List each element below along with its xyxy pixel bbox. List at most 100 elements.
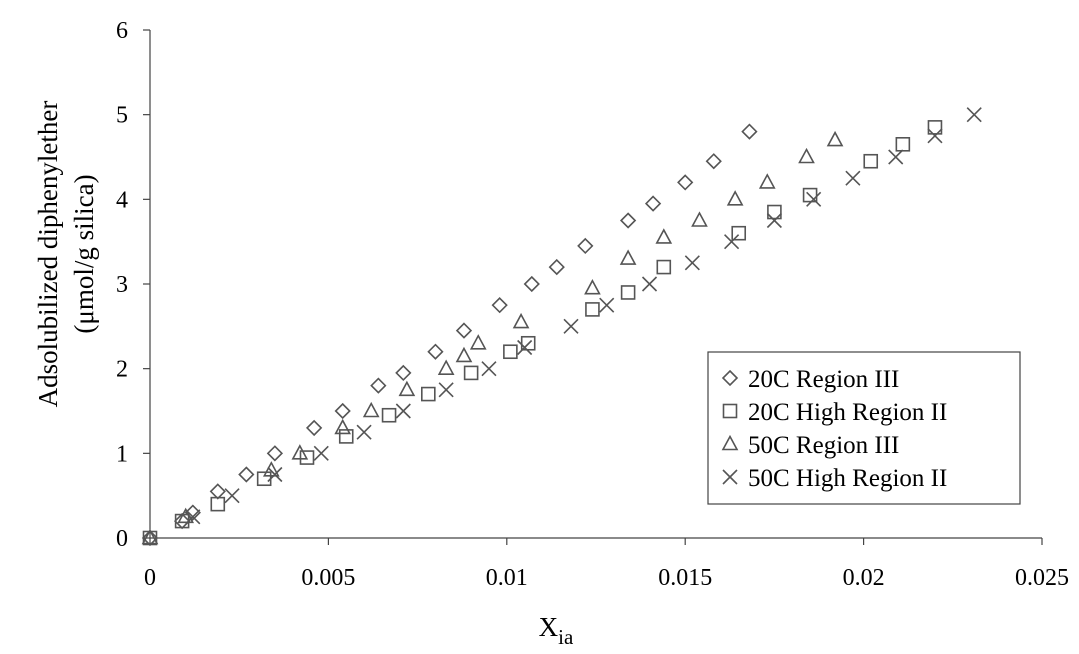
data-points xyxy=(141,107,982,547)
x-tick-label: 0.02 xyxy=(843,565,885,591)
data-point xyxy=(370,377,387,394)
data-point xyxy=(766,212,782,229)
y-tick-label: 5 xyxy=(116,103,128,129)
data-point xyxy=(305,419,323,437)
data-point xyxy=(520,335,536,351)
data-point xyxy=(438,382,454,398)
data-point xyxy=(826,130,844,147)
data-point xyxy=(731,225,747,241)
data-point xyxy=(619,249,637,265)
data-point xyxy=(548,258,565,276)
x-tick-label: 0 xyxy=(144,565,156,591)
data-point xyxy=(398,380,416,397)
data-point xyxy=(238,466,255,483)
data-point xyxy=(585,302,600,317)
data-point xyxy=(705,153,722,170)
data-point xyxy=(262,461,280,477)
data-point xyxy=(299,450,315,465)
data-point xyxy=(381,407,397,423)
data-point xyxy=(802,187,818,203)
data-point xyxy=(655,228,673,244)
legend-item: 50C High Region II xyxy=(722,465,947,492)
data-point xyxy=(395,364,412,382)
legend-marker xyxy=(722,403,738,419)
data-point xyxy=(395,403,411,419)
x-tick-label: 0.005 xyxy=(301,565,355,591)
data-point xyxy=(599,297,615,313)
data-point xyxy=(888,149,904,165)
data-point xyxy=(437,359,455,375)
legend-label: 50C Region III xyxy=(748,432,899,459)
data-point xyxy=(491,297,508,314)
data-point xyxy=(644,195,662,212)
data-point xyxy=(455,322,473,339)
data-point xyxy=(266,445,284,462)
legend-item: 20C Region III xyxy=(721,366,899,393)
legend-marker xyxy=(721,434,739,451)
y-tick-label: 1 xyxy=(116,441,128,467)
y-axis-ticks: 0 1 2 3 4 5 6 xyxy=(116,18,150,552)
x-tick-label: 0.015 xyxy=(658,565,712,591)
data-point xyxy=(210,496,226,512)
data-point xyxy=(334,418,352,435)
data-point xyxy=(313,445,329,461)
data-point xyxy=(427,343,444,360)
x-axis-ticks: 0 0.005 0.01 0.015 0.02 0.025 xyxy=(144,538,1069,591)
data-point xyxy=(966,107,982,123)
data-point xyxy=(895,137,911,152)
data-point xyxy=(356,424,372,440)
legend-label: 50C High Region II xyxy=(748,465,947,492)
data-point xyxy=(184,504,201,521)
y-tick-label: 2 xyxy=(116,357,128,383)
data-point xyxy=(767,204,782,220)
data-point xyxy=(806,191,822,207)
data-point xyxy=(845,170,861,186)
data-point xyxy=(463,365,479,381)
data-point xyxy=(291,444,309,460)
legend-label: 20C High Region II xyxy=(748,399,947,426)
legend: 20C Region III 20C High Region II 50C Regi… xyxy=(707,351,1021,505)
y-tick-label: 4 xyxy=(116,187,128,213)
x-axis-title-subscript: ia xyxy=(558,625,574,649)
data-point xyxy=(256,471,272,487)
legend-marker xyxy=(721,369,739,387)
y-tick-label: 6 xyxy=(116,18,128,44)
data-point xyxy=(517,339,533,356)
data-point xyxy=(741,123,758,140)
legend-marker xyxy=(722,469,738,485)
legend-item: 20C High Region II xyxy=(722,399,947,426)
data-point xyxy=(798,147,815,164)
data-point xyxy=(641,276,658,292)
y-axis-title-line-2: (μmol/g silica) xyxy=(69,174,99,333)
data-point xyxy=(338,429,354,444)
y-tick-label: 0 xyxy=(116,526,128,552)
data-point xyxy=(362,401,380,418)
data-point xyxy=(503,344,518,360)
data-point xyxy=(224,488,240,504)
data-point xyxy=(724,234,740,250)
x-tick-label: 0.01 xyxy=(486,565,528,591)
data-point xyxy=(185,509,201,525)
data-point xyxy=(563,318,579,334)
data-point xyxy=(656,259,672,275)
x-tick-label: 0.025 xyxy=(1015,565,1069,591)
data-point xyxy=(619,212,637,229)
data-point xyxy=(577,237,594,255)
data-point xyxy=(863,153,879,169)
x-axis-title: Xia xyxy=(539,612,574,649)
x-axis-title-main: X xyxy=(539,612,559,642)
data-point xyxy=(209,483,226,500)
series-1 xyxy=(141,123,758,547)
data-point xyxy=(141,528,159,545)
data-point xyxy=(684,255,700,271)
data-point xyxy=(523,275,540,293)
legend-box xyxy=(707,351,1021,505)
data-point xyxy=(927,128,943,144)
data-point xyxy=(267,466,283,483)
series-3 xyxy=(141,130,844,545)
data-point xyxy=(691,211,708,227)
y-axis-title-line-1: Adsolubilized diphenylether xyxy=(33,101,63,408)
data-point xyxy=(758,173,776,189)
data-point xyxy=(334,402,351,420)
